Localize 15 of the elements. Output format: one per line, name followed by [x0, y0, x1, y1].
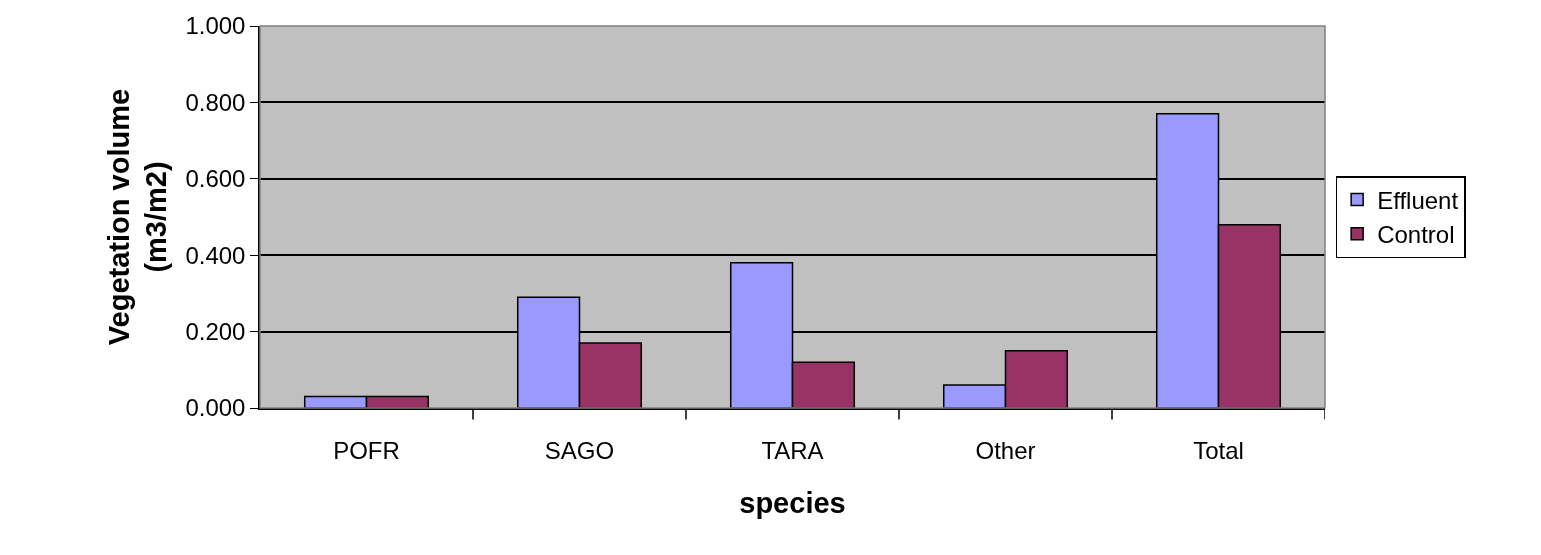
x-axis-title: species: [739, 486, 846, 519]
x-tick-label: Total: [1193, 436, 1244, 464]
y-tick-label: 0.400: [185, 241, 246, 269]
y-tick-label: 0.200: [185, 318, 246, 345]
legend-label: Effluent: [1377, 186, 1459, 214]
x-tick-label: POFR: [333, 436, 400, 464]
y-tick-label: 0.800: [185, 88, 246, 116]
legend-label: Control: [1377, 221, 1455, 249]
x-tick-label: Other: [975, 436, 1036, 464]
y-axis-title: Vegetation volume (m3/m2): [102, 88, 173, 346]
x-tick-label: TARA: [761, 436, 824, 464]
y-tick-label: 1.000: [185, 12, 246, 40]
y-tick-label: 0.000: [185, 394, 246, 422]
y-tick-label: 0.600: [185, 165, 246, 193]
x-tick-label: SAGO: [544, 436, 615, 464]
